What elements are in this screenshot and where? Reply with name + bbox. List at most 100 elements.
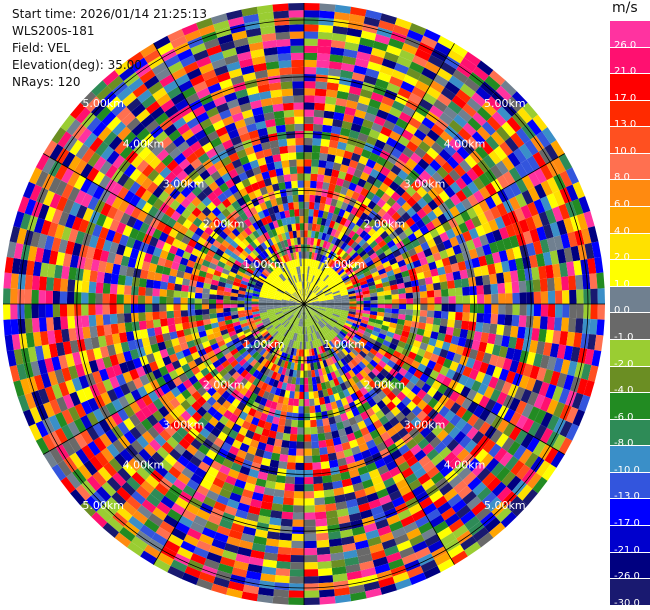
- velocity-gate: [313, 116, 324, 125]
- velocity-gate: [275, 277, 283, 284]
- velocity-gate: [518, 448, 533, 465]
- velocity-gate: [231, 485, 244, 496]
- velocity-gate: [364, 112, 377, 123]
- velocity-gate: [330, 132, 340, 142]
- velocity-gate: [319, 375, 325, 384]
- velocity-gate: [415, 421, 427, 433]
- velocity-gate: [152, 304, 160, 312]
- velocity-gate: [31, 304, 39, 319]
- velocity-gate: [305, 266, 308, 274]
- velocity-gate: [333, 580, 349, 590]
- velocity-gate: [512, 221, 523, 236]
- velocity-gate: [441, 304, 449, 312]
- velocity-gate: [371, 145, 383, 156]
- velocity-gate: [527, 171, 541, 187]
- velocity-gate: [511, 314, 520, 327]
- velocity-gate: [346, 353, 354, 362]
- velocity-gate: [434, 304, 442, 312]
- velocity-gate: [359, 377, 369, 387]
- velocity-gate: [298, 399, 304, 407]
- velocity-gate: [490, 429, 503, 444]
- velocity-gate: [545, 383, 557, 400]
- velocity-gate: [331, 566, 347, 576]
- velocity-gate: [348, 584, 366, 595]
- velocity-gate: [281, 336, 287, 345]
- velocity-gate: [460, 510, 476, 525]
- velocity-gate: [258, 306, 267, 309]
- velocity-gate: [145, 304, 153, 313]
- velocity-gate: [330, 401, 338, 410]
- velocity-gate: [109, 313, 118, 325]
- velocity-gate: [546, 414, 560, 431]
- velocity-gate: [312, 315, 319, 323]
- velocity-gate: [371, 344, 381, 352]
- velocity-gate: [315, 347, 321, 355]
- velocity-gate: [536, 460, 551, 477]
- velocity-gate: [558, 388, 570, 405]
- velocity-gate: [540, 196, 552, 212]
- velocity-gate: [486, 476, 502, 492]
- velocity-gate: [389, 230, 399, 240]
- velocity-gate: [345, 143, 356, 153]
- velocity-gate: [331, 430, 340, 439]
- velocity-gate: [485, 343, 495, 355]
- velocity-gate: [102, 282, 111, 294]
- velocity-gate: [457, 485, 473, 500]
- velocity-gate: [308, 258, 312, 267]
- velocity-gate: [354, 489, 367, 499]
- velocity-gate: [289, 285, 296, 293]
- velocity-gate: [383, 89, 398, 101]
- velocity-gate: [323, 315, 331, 321]
- velocity-gate: [304, 356, 308, 364]
- velocity-gate: [508, 336, 518, 349]
- velocity-gate: [501, 491, 518, 507]
- velocity-gate: [208, 545, 225, 557]
- velocity-gate: [462, 286, 470, 296]
- velocity-gate: [390, 377, 400, 387]
- velocity-gate: [483, 313, 492, 324]
- velocity-gate: [451, 443, 465, 457]
- velocity-gate: [249, 439, 260, 449]
- velocity-gate: [482, 439, 496, 454]
- velocity-gate: [299, 318, 302, 327]
- velocity-gate: [334, 369, 341, 378]
- velocity-gate: [292, 340, 297, 349]
- velocity-gate: [394, 578, 412, 591]
- velocity-gate: [278, 461, 288, 470]
- velocity-gate: [389, 355, 399, 364]
- velocity-gate: [355, 331, 364, 338]
- velocity-gate: [363, 75, 378, 86]
- velocity-gate: [10, 288, 18, 304]
- velocity-gate: [412, 55, 428, 68]
- velocity-gate: [444, 513, 461, 527]
- velocity-gate: [305, 311, 308, 319]
- velocity-gate: [312, 383, 318, 392]
- velocity-gate: [390, 284, 398, 291]
- velocity-gate: [390, 317, 398, 324]
- velocity-gate: [299, 391, 304, 400]
- velocity-gate: [304, 45, 318, 53]
- velocity-gate: [347, 20, 364, 31]
- velocity-gate: [382, 421, 394, 432]
- velocity-gate: [436, 526, 453, 541]
- velocity-gate: [426, 147, 439, 160]
- velocity-gate: [509, 359, 520, 373]
- velocity-gate: [430, 268, 439, 277]
- velocity-gate: [559, 404, 572, 421]
- velocity-gate: [251, 542, 266, 553]
- velocity-gate: [311, 298, 319, 302]
- velocity-gate: [282, 167, 291, 175]
- velocity-gate: [287, 339, 293, 348]
- velocity-gate: [352, 322, 360, 329]
- velocity-gate: [321, 468, 332, 477]
- velocity-gate: [441, 376, 452, 388]
- velocity-gate: [342, 55, 357, 66]
- velocity-gate: [273, 299, 282, 302]
- velocity-gate: [538, 265, 547, 280]
- velocity-gate: [187, 297, 195, 304]
- velocity-gate: [339, 250, 346, 258]
- velocity-gate: [309, 274, 314, 283]
- velocity-gate: [296, 302, 304, 304]
- velocity-gate: [327, 349, 334, 358]
- velocity-gate: [472, 203, 484, 216]
